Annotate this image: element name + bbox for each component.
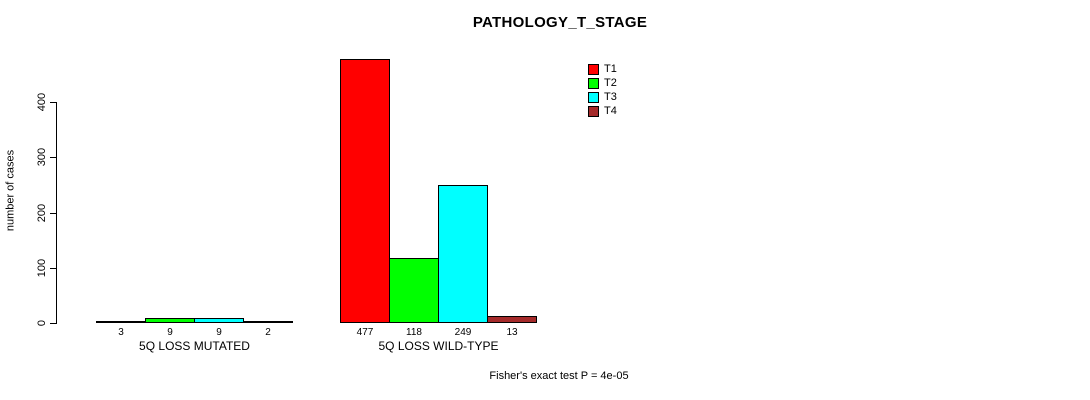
y-axis-tick-label: 300 bbox=[36, 147, 48, 167]
bar-t2-group1 bbox=[145, 318, 195, 323]
bar-t1-group2 bbox=[340, 59, 390, 323]
y-axis-tick bbox=[50, 268, 57, 269]
legend-item: T3 bbox=[588, 92, 617, 103]
legend-swatch-t4 bbox=[588, 106, 599, 117]
stat-annotation: Fisher's exact test P = 4e-05 bbox=[489, 370, 629, 382]
bar-value-label: 118 bbox=[406, 327, 422, 338]
legend-swatch-t1 bbox=[588, 64, 599, 75]
legend-item: T1 bbox=[588, 64, 617, 75]
y-axis-tick bbox=[50, 102, 57, 103]
bar-value-label: 13 bbox=[506, 327, 518, 338]
legend-label: T2 bbox=[604, 77, 617, 89]
group-label: 5Q LOSS MUTATED bbox=[139, 339, 250, 353]
y-axis-tick bbox=[50, 323, 57, 324]
y-axis-tick bbox=[50, 157, 57, 158]
legend-swatch-t2 bbox=[588, 78, 599, 89]
y-axis-tick-label: 400 bbox=[36, 92, 48, 112]
y-axis-tick bbox=[50, 213, 57, 214]
bar-value-label: 2 bbox=[265, 327, 271, 338]
bar-value-label: 3 bbox=[118, 327, 124, 338]
legend-label: T3 bbox=[604, 91, 617, 103]
legend-item: T4 bbox=[588, 106, 617, 117]
bar-t4-group2 bbox=[487, 316, 537, 323]
legend-swatch-t3 bbox=[588, 92, 599, 103]
legend-label: T1 bbox=[604, 63, 617, 75]
bar-value-label: 9 bbox=[167, 327, 173, 338]
y-axis-tick-label: 100 bbox=[36, 258, 48, 278]
legend-item: T2 bbox=[588, 78, 617, 89]
legend-label: T4 bbox=[604, 105, 617, 117]
bar-value-label: 249 bbox=[454, 327, 472, 338]
bar-t3-group1 bbox=[194, 318, 244, 323]
chart-title: PATHOLOGY_T_STAGE bbox=[472, 14, 648, 31]
legend: T1 T2 T3 T4 bbox=[588, 64, 617, 120]
y-axis-title: number of cases bbox=[4, 149, 17, 232]
bar-t1-group1 bbox=[96, 321, 146, 323]
y-axis-tick-label: 200 bbox=[36, 203, 48, 223]
bar-value-label: 477 bbox=[356, 327, 374, 338]
group-label: 5Q LOSS WILD-TYPE bbox=[378, 339, 499, 353]
bar-value-label: 9 bbox=[216, 327, 222, 338]
y-axis-tick-label: 0 bbox=[36, 319, 48, 327]
bar-t3-group2 bbox=[438, 185, 488, 323]
bar-t2-group2 bbox=[389, 258, 439, 323]
bar-t4-group1 bbox=[243, 321, 293, 323]
